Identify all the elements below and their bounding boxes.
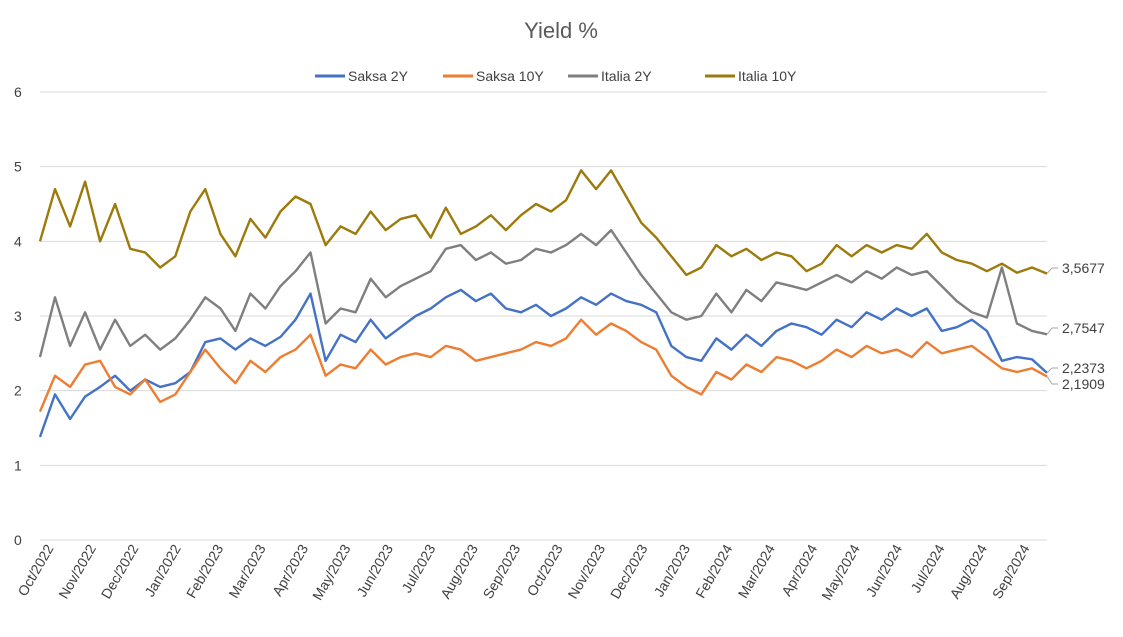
series-line-italia-2y: [38, 228, 1048, 358]
legend-label: Italia 2Y: [601, 68, 652, 84]
legend-label: Italia 10Y: [738, 68, 797, 84]
x-tick-label: Oct/2023: [524, 541, 566, 598]
end-label-leader: [1046, 376, 1058, 385]
x-tick-label: Sep/2024: [989, 541, 1033, 601]
end-value-label: 2,7547: [1062, 320, 1105, 336]
end-label-leader: [1046, 327, 1058, 335]
legend-label: Saksa 2Y: [348, 68, 409, 84]
x-tick-label: Dec/2022: [98, 541, 142, 601]
grid-lines: [40, 91, 1047, 541]
x-tick-label: Oct/2022: [14, 541, 56, 598]
x-tick-label: Jul/2024: [907, 541, 947, 595]
x-tick-label: Aug/2024: [946, 541, 990, 601]
x-tick-label: Feb/2024: [692, 541, 736, 600]
x-tick-label: Dec/2023: [607, 541, 651, 601]
series-line-italia-10y: [38, 169, 1048, 277]
x-tick-label: Apr/2023: [269, 541, 311, 598]
y-tick-label: 1: [14, 457, 22, 473]
x-tick-label: May/2023: [309, 541, 354, 602]
end-value-label: 2,1909: [1062, 376, 1105, 392]
end-label-leader: [1046, 267, 1058, 274]
legend-label: Saksa 10Y: [476, 68, 544, 84]
chart-legend: Saksa 2Y Saksa 10Y Italia 2Y Italia 10Y: [315, 68, 797, 84]
y-tick-label: 2: [14, 383, 22, 399]
x-tick-label: Mar/2024: [735, 541, 779, 600]
x-tick-label: Nov/2022: [55, 541, 99, 601]
y-tick-label: 4: [14, 233, 22, 249]
x-tick-label: Jun/2024: [863, 541, 906, 599]
x-tick-label: Nov/2023: [564, 541, 608, 601]
y-tick-label: 6: [14, 84, 22, 100]
series-line-saksa-2y: [38, 288, 1048, 438]
x-tick-label: May/2024: [818, 541, 863, 602]
end-label-leader: [1046, 367, 1058, 374]
x-tick-label: Feb/2023: [183, 541, 227, 600]
y-tick-label: 0: [14, 532, 22, 548]
end-value-label: 2,2373: [1062, 360, 1105, 376]
series-line-saksa-10y: [38, 318, 1048, 413]
x-tick-label: Sep/2023: [480, 541, 524, 601]
x-tick-label: Jan/2023: [650, 541, 693, 599]
y-tick-label: 5: [14, 159, 22, 175]
x-tick-label: Apr/2024: [778, 541, 820, 598]
x-tick-label: Aug/2023: [437, 541, 481, 601]
end-value-label: 3,5677: [1062, 260, 1105, 276]
x-tick-label: Jun/2023: [353, 541, 396, 599]
x-tick-label: Jan/2022: [141, 541, 184, 599]
x-tick-label: Mar/2023: [225, 541, 269, 600]
y-axis-ticks: 0 1 2 3 4 5 6: [14, 84, 22, 548]
chart-title: Yield %: [524, 18, 598, 43]
series-lines: [38, 169, 1048, 438]
y-tick-label: 3: [14, 308, 22, 324]
x-tick-label: Jul/2023: [398, 541, 438, 595]
